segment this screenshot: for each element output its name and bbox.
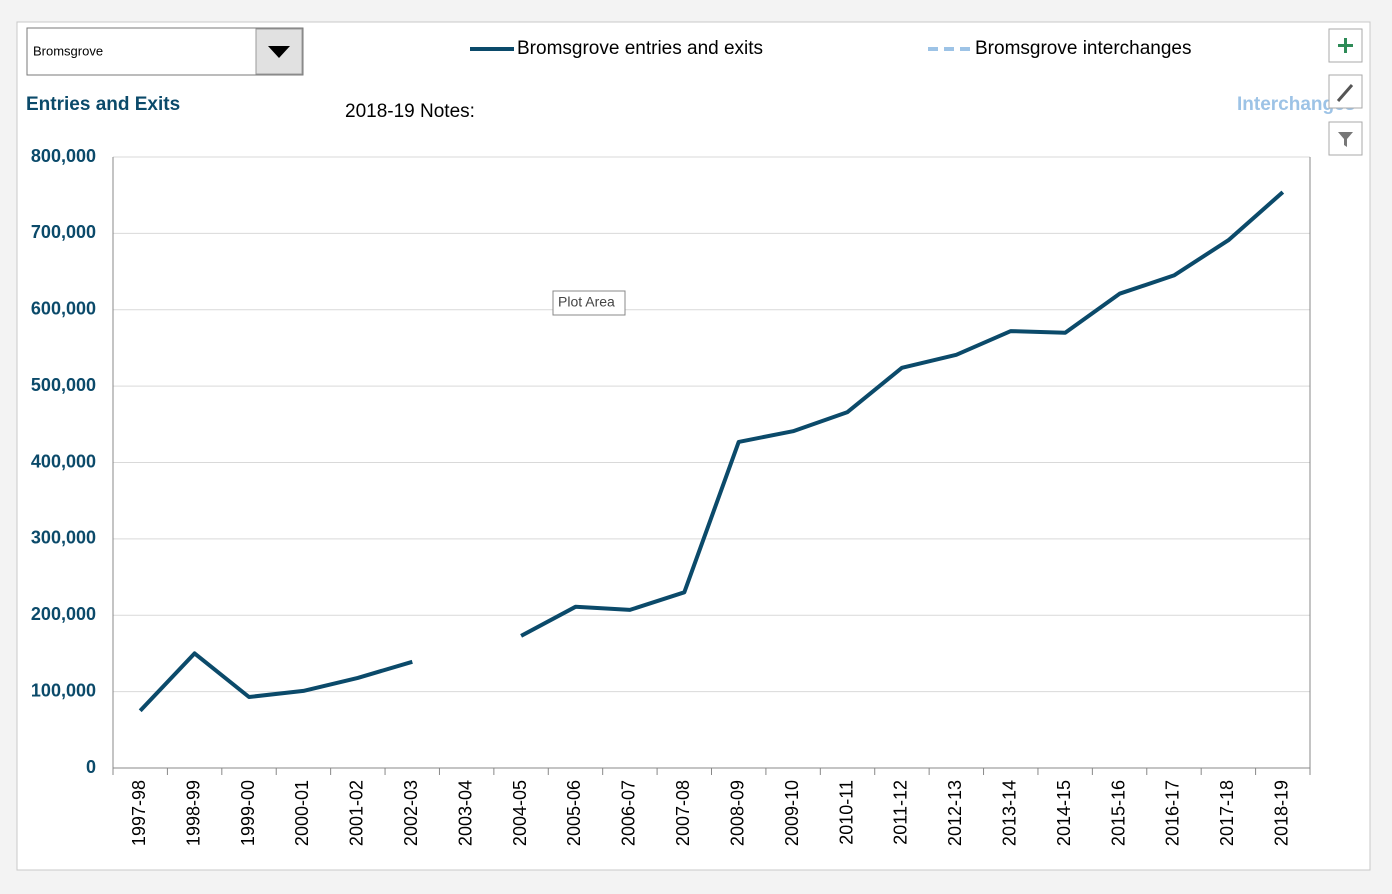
y-axis-title: Entries and Exits xyxy=(26,94,180,115)
y-tick-label: 800,000 xyxy=(31,146,96,166)
filter-icon xyxy=(1338,132,1353,147)
x-tick-label: 1998-99 xyxy=(183,780,203,846)
x-tick-label: 2000-01 xyxy=(292,780,312,846)
y-tick-label: 200,000 xyxy=(31,604,96,624)
x-tick-label: 2017-18 xyxy=(1217,780,1237,846)
tooltip xyxy=(552,290,626,316)
x-tick-label: 2003-04 xyxy=(455,780,475,846)
series-line xyxy=(138,190,1285,713)
x-tick-label: 1997-98 xyxy=(129,780,149,846)
y2-axis-title: Interchanges xyxy=(1237,94,1355,115)
y-tick-label: 0 xyxy=(86,757,96,777)
y-tick-label: 600,000 xyxy=(31,299,96,319)
x-tick-label: 2001-02 xyxy=(347,780,367,846)
notes: 2018-19 Notes: xyxy=(345,101,475,122)
dropdown-arrow xyxy=(268,46,290,58)
x-tick-label: 2004-05 xyxy=(510,780,530,846)
x-tick-label: 2010-11 xyxy=(836,780,856,845)
dropdown-text: Bromsgrove xyxy=(33,43,103,58)
x-tick-label: 2011-12 xyxy=(891,780,911,845)
brush-icon xyxy=(1336,84,1354,102)
chart-area xyxy=(16,21,1371,871)
x-tick-label: 2016-17 xyxy=(1163,780,1183,846)
x-tick-label: 2013-14 xyxy=(1000,780,1020,846)
legend-label: Bromsgrove interchanges xyxy=(975,38,1192,59)
x-tick-label: 2014-15 xyxy=(1054,780,1074,846)
plot: 0 100,000 200,000 300,000 400,000 500,000 600,… xyxy=(31,146,1311,846)
x-tick-label: 2008-09 xyxy=(727,780,747,846)
y-tick-label: 300,000 xyxy=(31,528,96,548)
x-tick-label: 2006-07 xyxy=(619,780,639,846)
x-tick-label: 2015-16 xyxy=(1108,780,1128,846)
x-tick-label: 2002-03 xyxy=(401,780,421,846)
y-tick-label: 700,000 xyxy=(31,222,96,242)
x-tick-label: 1999-00 xyxy=(238,780,258,846)
y-tick-label: 500,000 xyxy=(31,375,96,395)
x-tick-label: 2012-13 xyxy=(945,780,965,846)
y-tick-label: 400,000 xyxy=(31,451,96,471)
x-tick-label: 2005-06 xyxy=(564,780,584,846)
plus-icon xyxy=(1338,38,1353,53)
x-tick-label: 2007-08 xyxy=(673,780,693,846)
y-tick-label: 100,000 xyxy=(31,680,96,700)
x-tick-label: 2018-19 xyxy=(1272,780,1292,846)
tooltip-text: Plot Area xyxy=(558,294,615,310)
legend-label: Bromsgrove entries and exits xyxy=(517,38,763,59)
x-tick-label: 2009-10 xyxy=(782,780,802,846)
